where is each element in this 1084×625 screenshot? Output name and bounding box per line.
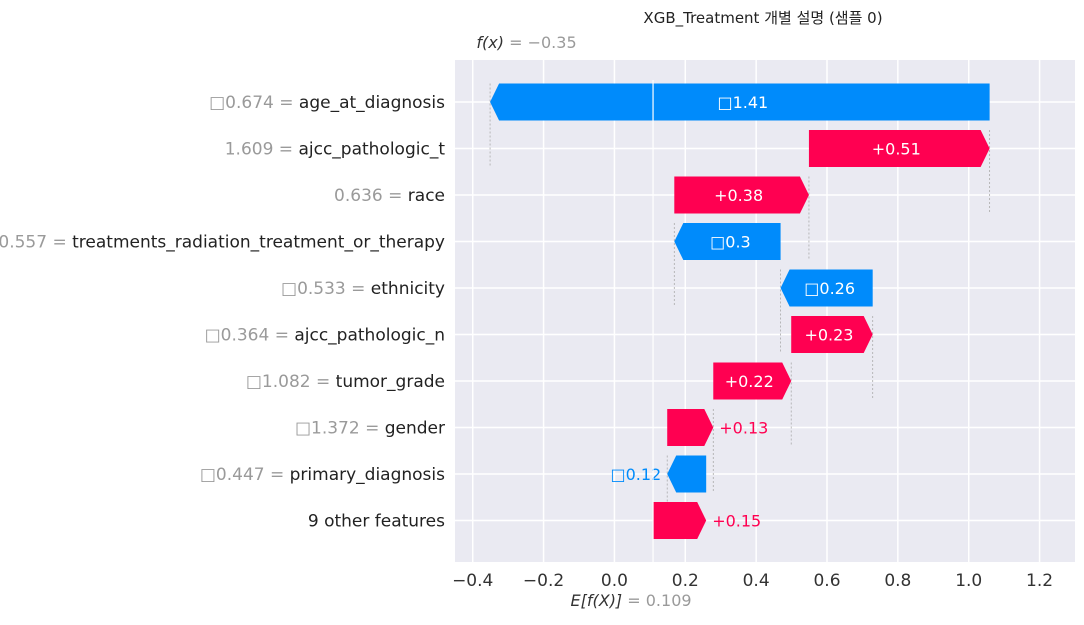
feature-labels: □0.674 = age_at_diagnosis 1.609 = ajcc_pa… bbox=[0, 93, 445, 532]
feature-row-label: □0.674 = age_at_diagnosis bbox=[209, 93, 445, 113]
feature-row-label: 0.636 = race bbox=[334, 186, 445, 206]
waterfall-bar bbox=[653, 502, 707, 539]
x-tick-label: 1.0 bbox=[955, 571, 982, 591]
bar-value-label: +0.22 bbox=[725, 372, 774, 391]
bar-value-label: +0.13 bbox=[719, 419, 768, 438]
feature-value: □1.372 = bbox=[295, 419, 385, 439]
feature-value: 0.557 = bbox=[0, 233, 72, 253]
feature-name: ajcc_pathologic_t bbox=[298, 140, 445, 160]
feature-row-label: □0.447 = primary_diagnosis bbox=[200, 465, 445, 485]
bar-value-label: +0.15 bbox=[712, 512, 761, 531]
feature-name: treatments_radiation_treatment_or_therap… bbox=[72, 233, 445, 253]
fx-label: f(x) bbox=[476, 33, 504, 52]
waterfall-bar bbox=[667, 455, 707, 493]
feature-value: 0.636 = bbox=[334, 186, 408, 206]
feature-name: race bbox=[408, 186, 445, 206]
x-tick-label: 0.8 bbox=[884, 571, 911, 591]
fx-value: = −0.35 bbox=[504, 33, 577, 52]
x-tick-label: 0.4 bbox=[743, 571, 770, 591]
base-value: = 0.109 bbox=[622, 591, 691, 610]
x-tick-label: −0.4 bbox=[452, 571, 493, 591]
waterfall-bar bbox=[674, 176, 809, 214]
feature-value: □0.533 = bbox=[281, 279, 371, 299]
feature-row-label: □1.082 = tumor_grade bbox=[246, 372, 445, 392]
waterfall-bar bbox=[780, 269, 873, 307]
x-axis-ticks: −0.4 −0.2 0.0 0.2 0.4 0.6 0.8 1.0 1.2 bbox=[452, 571, 1053, 591]
waterfall-bar bbox=[791, 316, 873, 353]
bar-value-label: □0.3 bbox=[710, 233, 751, 252]
feature-row-label: □0.364 = ajcc_pathologic_n bbox=[205, 326, 445, 346]
feature-name: ajcc_pathologic_n bbox=[294, 326, 445, 346]
feature-value: 9 bbox=[308, 512, 324, 532]
feature-row-label: 9 other features bbox=[308, 512, 445, 532]
feature-name: other features bbox=[324, 512, 445, 532]
bar-value-label: +0.38 bbox=[714, 186, 763, 205]
feature-name: age_at_diagnosis bbox=[299, 93, 445, 113]
bar-value-label: □0.12 bbox=[610, 465, 661, 484]
waterfall-bar bbox=[808, 130, 990, 167]
waterfall-bar bbox=[674, 223, 781, 260]
feature-row-label: □1.372 = gender bbox=[295, 419, 445, 439]
feature-row-label: 1.609 = ajcc_pathologic_t bbox=[225, 140, 446, 160]
base-value-annotation: E[f(X)] = 0.109 bbox=[571, 591, 692, 610]
feature-name: gender bbox=[385, 419, 445, 439]
x-tick-label: 1.2 bbox=[1026, 571, 1053, 591]
connector-lines bbox=[489, 83, 991, 539]
bar-value-label: +0.51 bbox=[872, 140, 921, 159]
feature-value: □0.447 = bbox=[200, 465, 290, 485]
waterfall-bar bbox=[713, 362, 792, 400]
x-tick-label: 0.0 bbox=[601, 571, 628, 591]
fx-annotation: f(x) = −0.35 bbox=[476, 33, 576, 52]
x-tick-label: −0.2 bbox=[523, 571, 564, 591]
chart-title: XGB_Treatment 개별 설명 (샘플 0) bbox=[643, 9, 882, 28]
bars: □1.41 +0.51 +0.38 □0.3 □0.26 +0.23 +0.22 +0.13 □… bbox=[490, 80, 990, 562]
bar-value-label: □1.41 bbox=[717, 93, 768, 112]
feature-name: primary_diagnosis bbox=[290, 465, 446, 485]
feature-value: □1.082 = bbox=[246, 372, 336, 392]
waterfall-bar bbox=[667, 409, 714, 446]
bar-value-label: +0.23 bbox=[804, 326, 853, 345]
x-tick-label: 0.6 bbox=[813, 571, 840, 591]
x-tick-label: 0.2 bbox=[672, 571, 699, 591]
feature-value: 1.609 = bbox=[225, 140, 299, 160]
feature-row-label: 0.557 = treatments_radiation_treatment_o… bbox=[0, 233, 445, 253]
feature-name: ethnicity bbox=[371, 279, 445, 299]
base-label: E[f(X)] bbox=[571, 591, 623, 610]
feature-name: tumor_grade bbox=[336, 372, 445, 392]
waterfall-bar bbox=[490, 83, 990, 121]
feature-row-label: □0.533 = ethnicity bbox=[281, 279, 445, 299]
feature-value: □0.674 = bbox=[209, 93, 299, 113]
bar-value-label: □0.26 bbox=[804, 279, 855, 298]
feature-value: □0.364 = bbox=[205, 326, 295, 346]
